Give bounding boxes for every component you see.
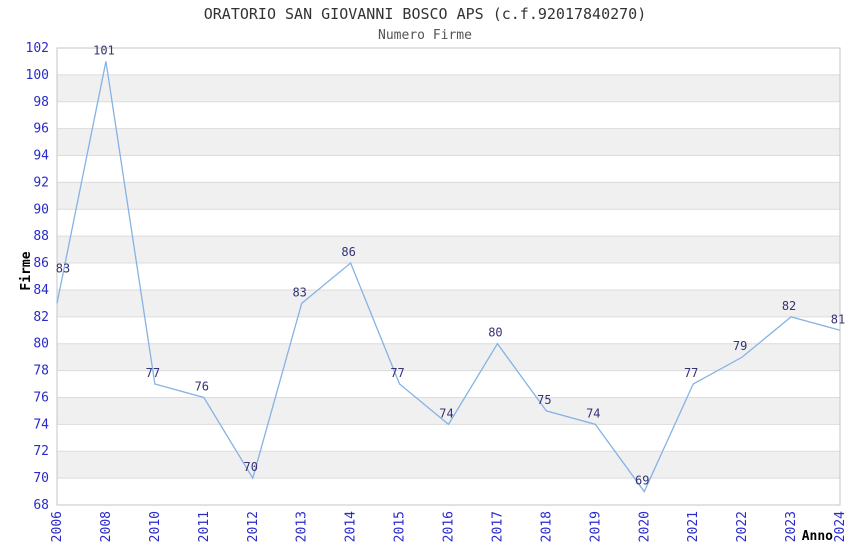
svg-text:70: 70 [244,460,258,474]
svg-text:2015: 2015 [393,511,408,542]
svg-text:74: 74 [33,417,49,432]
svg-text:83: 83 [56,261,70,275]
svg-text:2016: 2016 [442,511,457,542]
svg-text:75: 75 [537,393,551,407]
svg-text:102: 102 [26,41,49,56]
svg-text:2014: 2014 [344,511,359,542]
svg-text:84: 84 [33,283,49,298]
svg-text:2013: 2013 [295,511,310,542]
svg-text:2011: 2011 [197,511,212,542]
svg-text:2010: 2010 [148,511,163,542]
svg-text:2019: 2019 [588,511,603,542]
horizontal-grid-lines [57,47,840,506]
svg-text:82: 82 [33,310,49,325]
svg-text:2024: 2024 [833,511,848,542]
svg-text:79: 79 [733,339,747,353]
svg-text:2006: 2006 [50,511,65,542]
plot-alternating-bands [57,48,840,505]
svg-text:100: 100 [26,68,49,83]
svg-text:2018: 2018 [539,511,554,542]
svg-text:2008: 2008 [99,511,114,542]
svg-text:88: 88 [33,229,49,244]
data-series-line [56,61,841,493]
svg-text:92: 92 [33,175,49,190]
svg-text:2023: 2023 [784,511,799,542]
svg-text:77: 77 [684,366,698,380]
svg-text:77: 77 [390,366,404,380]
svg-text:81: 81 [831,312,845,326]
svg-text:78: 78 [33,364,49,379]
plot-border [56,47,841,506]
svg-text:2012: 2012 [246,511,261,542]
svg-text:86: 86 [33,256,49,271]
svg-text:80: 80 [488,326,502,340]
svg-text:70: 70 [33,471,49,486]
svg-text:74: 74 [586,406,600,420]
svg-text:2020: 2020 [637,511,652,542]
svg-text:80: 80 [33,337,49,352]
svg-text:72: 72 [33,444,49,459]
svg-text:2017: 2017 [490,511,505,542]
chart-subtitle: Numero Firme [378,28,472,43]
chart-title: ORATORIO SAN GIOVANNI BOSCO APS (c.f.920… [203,5,647,23]
svg-text:2022: 2022 [735,511,750,542]
svg-text:86: 86 [341,245,355,259]
svg-text:69: 69 [635,474,649,488]
svg-text:76: 76 [195,379,209,393]
x-axis-tick-labels: 2006 2008 2010 2011 2012 2013 2014 2015 2016 2017… [50,511,848,542]
svg-text:96: 96 [33,122,49,137]
svg-text:101: 101 [93,43,115,57]
svg-text:90: 90 [33,202,49,217]
svg-text:68: 68 [33,498,49,513]
x-axis-title: Anno [802,529,833,544]
svg-text:82: 82 [782,299,796,313]
svg-text:2021: 2021 [686,511,701,542]
y-axis-tick-labels: 68 70 72 74 76 78 80 82 84 86 88 90 92 94 96 98 100 102 [26,41,50,513]
svg-text:76: 76 [33,390,49,405]
svg-text:98: 98 [33,95,49,110]
svg-text:77: 77 [146,366,160,380]
svg-text:83: 83 [292,285,306,299]
svg-text:74: 74 [439,406,453,420]
svg-text:94: 94 [33,149,49,164]
y-axis-title: Firme [19,251,34,290]
data-point-labels: 83 101 77 76 70 83 86 77 74 80 75 74 69 77 79 82 81 [56,43,845,487]
